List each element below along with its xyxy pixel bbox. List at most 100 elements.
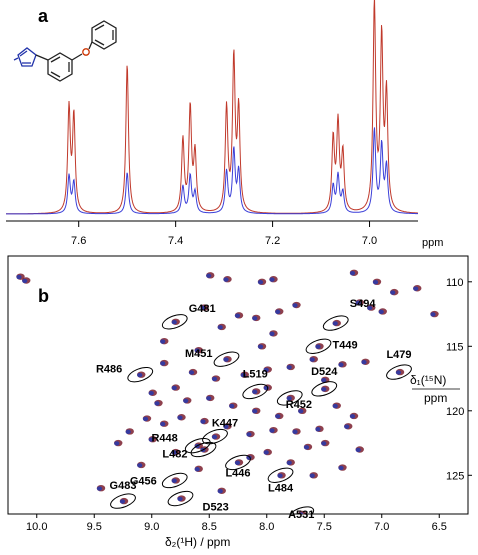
annotation-ellipse-l446 xyxy=(225,454,251,471)
axis-b-x-tick-label: 8.5 xyxy=(202,521,217,533)
annotation-ellipse-a531 xyxy=(288,506,315,514)
hsqc-peak-m451-core xyxy=(223,357,229,362)
hsqc-peak-a531-core xyxy=(298,512,304,514)
hsqc-peak-core xyxy=(114,441,120,446)
hsqc-peak-l479-core xyxy=(395,370,402,375)
hsqc-peak-core xyxy=(171,450,177,455)
hsqc-peak-r452-core xyxy=(286,396,292,401)
hsqc-peak-core xyxy=(315,427,321,432)
axis-b-x-tick-label: 9.5 xyxy=(87,521,102,533)
axis-b-x-tick-label: 10.0 xyxy=(26,521,47,533)
residue-label-d524: D524 xyxy=(311,366,338,378)
hsqc-peak-core xyxy=(183,398,189,404)
annotation-ellipse-g456 xyxy=(161,472,188,489)
hsqc-peak-core xyxy=(321,378,327,383)
panel-a-label: a xyxy=(38,6,49,26)
hsqc-peak-core xyxy=(298,409,304,414)
residue-label-a531: A531 xyxy=(288,509,314,521)
annotation-ellipse-l482 xyxy=(190,441,217,458)
hsqc-peak-core xyxy=(338,362,344,367)
annotation-ellipse-g483 xyxy=(110,493,136,509)
hsqc-peak-core xyxy=(160,421,166,427)
spectrum-line-red xyxy=(6,0,418,215)
hsqc-peak-core xyxy=(177,415,183,420)
axis-a-ticks: 7.6 7.4 7.2 7.0 xyxy=(71,221,377,247)
axis-a-tick-label: 7.4 xyxy=(168,235,183,247)
hsqc-peak-core xyxy=(349,414,356,419)
hsqc-peak-core xyxy=(125,429,131,435)
hsqc-peak-core xyxy=(257,344,264,349)
hsqc-peak-core xyxy=(137,463,143,468)
hsqc-peak-core xyxy=(188,370,195,375)
hsqc-peak-core xyxy=(355,447,361,453)
hsqc-peak-core xyxy=(286,365,292,370)
hsqc-peak-g481-core xyxy=(171,319,177,325)
hsqc-peak-core xyxy=(269,331,275,336)
annotation-ellipse-l484 xyxy=(267,467,294,483)
annotation-ellipse-r448 xyxy=(184,437,211,454)
hsqc-peak-core xyxy=(413,286,419,291)
hsqc-peak-core xyxy=(309,473,315,478)
axis-b-y-label-bottom: ppm xyxy=(424,391,447,405)
axis-b-x-tick-label: 6.5 xyxy=(432,521,447,533)
axis-b-x-ticks: 10.0 9.5 9.0 8.5 8.0 7.5 7.0 6.5 xyxy=(26,514,447,533)
hsqc-peak-core xyxy=(160,339,166,344)
chemical-structure xyxy=(13,20,117,82)
residue-label-r448: R448 xyxy=(151,433,177,445)
hsqc-peak-core xyxy=(269,428,275,433)
hsqc-peak-core xyxy=(390,290,396,295)
axis-b-x-label: δ₂(¹H) / ppm xyxy=(165,535,230,549)
hsqc-peak-core xyxy=(240,372,246,378)
hsqc-peak-core xyxy=(349,270,356,276)
hsqc-peak-core xyxy=(321,441,327,446)
panel-a: a 7.6 7.4 7.2 7.0 xyxy=(6,0,443,249)
axis-b-x-tick-label: 9.0 xyxy=(144,521,159,533)
spectrum-line-blue xyxy=(6,127,418,215)
annotation-ellipse-l519 xyxy=(242,383,269,400)
hsqc-peak-core xyxy=(96,486,103,491)
hsqc-peak-core xyxy=(292,429,298,435)
annotation-ellipse-d524 xyxy=(311,381,338,397)
residue-label-k447: K447 xyxy=(212,418,238,430)
residue-label-t449: T449 xyxy=(333,339,358,351)
axis-b-y-ticks: 110 115 120 125 xyxy=(446,277,472,482)
axis-b-x-tick-label: 7.0 xyxy=(374,521,389,533)
hsqc-peak-core xyxy=(275,414,281,419)
hsqc-peak-l446-core xyxy=(234,460,241,465)
hsqc-peak-t449-core xyxy=(315,344,321,349)
hsqc-peak-core xyxy=(22,278,28,284)
panel-b-frame xyxy=(7,255,469,515)
hsqc-peak-core xyxy=(303,445,310,450)
residue-label-g483: G483 xyxy=(110,480,137,492)
hsqc-peak-core xyxy=(263,450,269,455)
hsqc-peak-core xyxy=(309,357,315,362)
annotation-ellipse-s494 xyxy=(322,315,349,331)
hsqc-peak-core xyxy=(372,280,379,285)
hsqc-peak-core xyxy=(234,313,241,318)
spectrum-a xyxy=(6,0,418,215)
residue-labels: G481 S494 T449 M451 R486 L519 D524 L479 R452 K447… xyxy=(96,298,412,521)
hsqc-peak-core xyxy=(206,273,212,278)
hsqc-peak-core xyxy=(200,305,206,311)
hsqc-peak-core xyxy=(252,316,258,321)
hsqc-peak-core xyxy=(154,401,160,406)
hsqc-peak-core xyxy=(338,465,344,471)
hsqc-peak-core xyxy=(252,409,258,414)
hsqc-peak-core xyxy=(332,403,338,409)
residue-label-l446: L446 xyxy=(225,467,250,479)
residue-label-r452: R452 xyxy=(286,399,312,411)
hsqc-peak-d523-core xyxy=(177,496,183,502)
hsqc-peak-core xyxy=(275,309,281,315)
hsqc-peak-l484-core xyxy=(277,473,283,478)
hsqc-peak-core xyxy=(246,432,252,437)
hsqc-peak-core xyxy=(378,309,384,315)
axis-b-y-label-top: δ₁(¹⁵N) xyxy=(410,373,446,387)
hsqc-peak-r486-core xyxy=(137,372,143,378)
hsqc-peak-core xyxy=(355,300,361,306)
hsqc-peak-core xyxy=(194,348,200,353)
residue-label-d523: D523 xyxy=(203,502,229,514)
annotation-ellipse-l479 xyxy=(386,364,412,380)
axis-b-x-tick-label: 7.5 xyxy=(317,521,332,533)
hsqc-peak-g456-core xyxy=(171,478,177,484)
hsqc-peak-core xyxy=(194,467,200,472)
